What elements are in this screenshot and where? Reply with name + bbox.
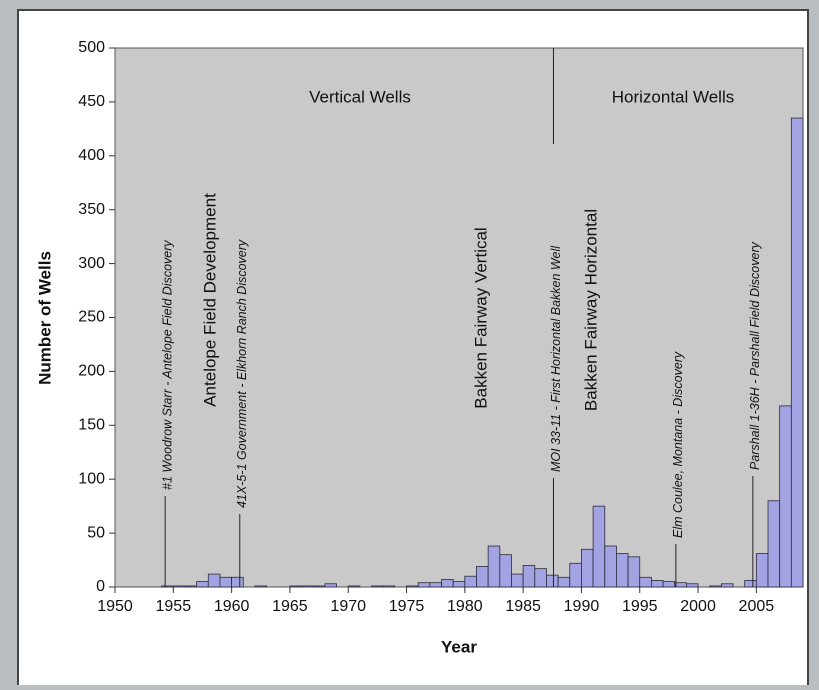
note-label: Bakken Fairway Horizontal — [581, 209, 600, 411]
bar — [302, 586, 314, 587]
bar — [197, 582, 209, 587]
y-tick-label: 200 — [78, 363, 105, 380]
bar — [745, 581, 757, 587]
bar — [663, 582, 675, 587]
chart: Year Number of Wells 0 50 100 150 200 250 300 3… — [0, 0, 819, 685]
bar — [546, 575, 558, 587]
y-tick-label: 0 — [96, 578, 105, 595]
bar — [465, 576, 477, 587]
bar — [407, 586, 419, 587]
bar — [453, 582, 465, 587]
phase-label: Horizontal Wells — [612, 87, 735, 106]
bar — [780, 406, 792, 587]
bar — [488, 546, 500, 587]
x-tick-label: 1985 — [505, 598, 541, 615]
bar — [558, 577, 570, 587]
bar — [721, 584, 733, 587]
bar — [686, 584, 698, 587]
y-tick-label: 150 — [78, 417, 105, 434]
bar — [442, 579, 454, 587]
phase-label: Vertical Wells — [309, 87, 411, 106]
bar — [710, 586, 722, 587]
bar — [628, 557, 640, 587]
x-tick-label: 2000 — [680, 598, 716, 615]
bar — [220, 577, 232, 587]
bar — [255, 586, 267, 587]
event-label: 41X-5-1 Government - Elkhorn Ranch Disco… — [235, 239, 249, 508]
y-axis-title: Number of Wells — [35, 251, 54, 385]
y-tick-label: 500 — [78, 39, 105, 56]
event-label: Elm Coulee, Montana - Discovery — [671, 351, 685, 538]
x-tick-label: 1970 — [330, 598, 366, 615]
bar — [535, 569, 547, 587]
y-tick-label: 300 — [78, 255, 105, 272]
x-tick-label: 1995 — [622, 598, 658, 615]
bar — [756, 554, 768, 587]
x-tick-label: 2005 — [739, 598, 775, 615]
bar — [593, 506, 605, 587]
bar — [640, 577, 652, 587]
y-tick-label: 50 — [87, 524, 105, 541]
y-tick-label: 250 — [78, 309, 105, 326]
event-label: #1 Woodrow Starr - Antelope Field Discov… — [160, 240, 174, 490]
bar — [348, 586, 360, 587]
note-label: Antelope Field Development — [200, 193, 219, 407]
bar — [232, 577, 244, 587]
x-tick-label: 1965 — [272, 598, 308, 615]
x-tick-label: 1955 — [156, 598, 192, 615]
bar — [476, 567, 488, 587]
page: {"chart_data": {"type": "bar", "x_label"… — [0, 0, 819, 685]
bar — [651, 581, 663, 587]
event-label: Parshall 1-36H - Parshall Field Discover… — [748, 241, 762, 470]
bar — [616, 554, 628, 587]
y-tick-label: 350 — [78, 201, 105, 218]
note-label: Bakken Fairway Vertical — [471, 227, 490, 408]
bar — [511, 574, 523, 587]
bar — [430, 583, 442, 587]
bar — [173, 586, 185, 587]
bar — [325, 584, 337, 587]
bar — [581, 549, 593, 587]
bar — [500, 555, 512, 587]
event-label: MOI 33-11 - First Horizontal Bakken Well — [549, 245, 563, 472]
bar — [523, 565, 535, 587]
bar — [570, 563, 582, 587]
bar — [162, 586, 174, 587]
bar — [675, 583, 687, 587]
x-tick-label: 1980 — [447, 598, 483, 615]
y-tick-label: 100 — [78, 470, 105, 487]
bar — [208, 574, 220, 587]
x-tick-label: 1975 — [389, 598, 425, 615]
y-tick-label: 450 — [78, 93, 105, 110]
bar — [313, 586, 325, 587]
bar — [605, 546, 617, 587]
x-axis-title: Year — [441, 637, 477, 656]
bar — [185, 586, 197, 587]
x-tick-label: 1990 — [564, 598, 600, 615]
y-tick-label: 400 — [78, 147, 105, 164]
bar — [791, 118, 803, 587]
bar — [290, 586, 302, 587]
bar — [383, 586, 395, 587]
x-tick-label: 1950 — [97, 598, 133, 615]
bar — [418, 583, 430, 587]
bar — [768, 501, 780, 587]
x-tick-label: 1960 — [214, 598, 250, 615]
bar — [372, 586, 384, 587]
